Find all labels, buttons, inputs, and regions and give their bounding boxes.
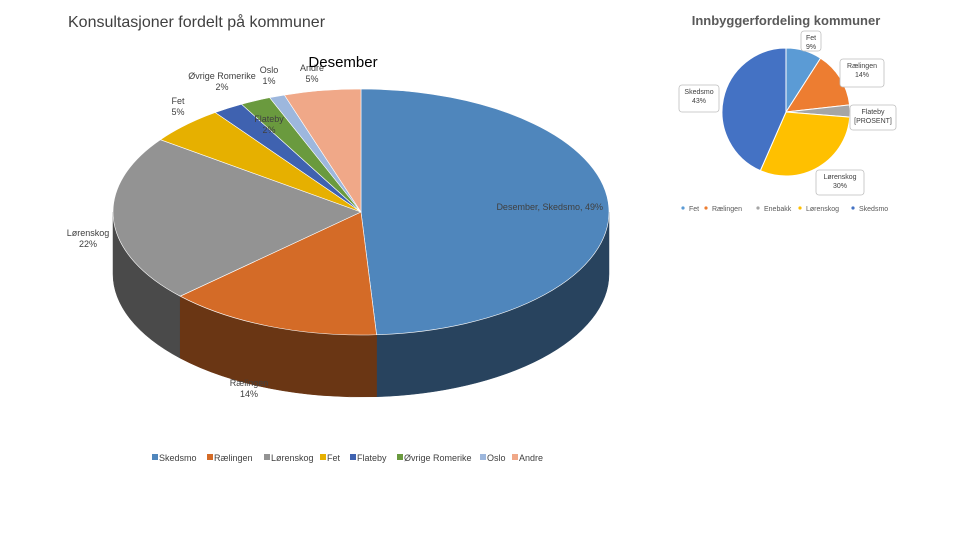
desember-chart-title: Desember <box>308 54 377 71</box>
legend-marker-skedsmo <box>851 206 855 210</box>
legend-label-raelingen: Rælingen <box>712 206 742 213</box>
legend-label-lorenskog: Lørenskog <box>271 453 314 463</box>
slice-raelingen <box>179 211 377 336</box>
data-label-enebakk: Flateby [PROSENT] <box>854 109 892 125</box>
data-label-box-raelingen <box>839 58 885 88</box>
legend-label-ovrige-romerike: Øvrige Romerike <box>404 453 472 463</box>
legend-swatch-raelingen <box>207 454 213 460</box>
desember-3d-pie <box>112 88 610 398</box>
legend-marker-enebakk <box>756 206 760 210</box>
legend-swatch-ovrige-romerike <box>397 454 403 460</box>
data-label-oslo: Oslo 1% <box>260 65 279 86</box>
right-chart-title: Innbyggerfordeling kommuner <box>691 13 881 28</box>
slice-lorenskog <box>112 139 362 297</box>
data-label-box-lorenskog <box>815 169 865 196</box>
legend-marker-fet <box>681 206 685 210</box>
data-label-skedsmo: Skedsmo 43% <box>684 89 713 105</box>
slice-skedsmo <box>360 88 610 336</box>
innbygger-legend: Fet Rælingen Enebakk Lørenskog Skedsmo <box>681 206 888 213</box>
legend-swatch-skedsmo <box>152 454 158 460</box>
innbygger-pie-labels: Fet 9% Rælingen 14% Flateby [PROSENT] Lørensko… <box>678 30 897 196</box>
slice-skedsmo <box>721 47 787 172</box>
data-label-raelingen: Rælingen 14% <box>847 63 877 79</box>
slice-andre <box>283 88 362 214</box>
legend-swatch-andre <box>512 454 518 460</box>
slide-title: Konsultasjoner fordelt på kommuner <box>68 14 326 31</box>
data-label-box-skedsmo <box>678 84 720 113</box>
legend-label-andre: Andre <box>519 453 543 463</box>
legend-label-fet: Fet <box>327 453 341 463</box>
legend-label-enebakk: Enebakk <box>764 206 792 213</box>
desember-pie-labels: Desember, Skedsmo, 49% Rælingen 14% Lørensk… <box>67 63 603 399</box>
legend-label-lorenskog: Lørenskog <box>806 206 839 213</box>
data-label-lorenskog: Lørenskog 30% <box>823 174 856 190</box>
data-label-flateby: Flateby 2% <box>254 114 284 135</box>
data-label-skedsmo: Desember, Skedsmo, 49% <box>496 202 603 212</box>
data-label-ovrige-romerike: Øvrige Romerike 2% <box>188 71 256 92</box>
legend-swatch-fet <box>320 454 326 460</box>
legend-swatch-flateby <box>350 454 356 460</box>
legend-marker-raelingen <box>704 206 708 210</box>
legend-swatch-oslo <box>480 454 486 460</box>
innbygger-pie <box>721 47 851 177</box>
data-label-fet: Fet 9% <box>806 35 816 51</box>
slice-lorenskog <box>759 111 851 177</box>
legend-marker-lorenskog <box>798 206 802 210</box>
legend-label-raelingen: Rælingen <box>214 453 253 463</box>
legend-label-skedsmo: Skedsmo <box>859 206 888 213</box>
legend-label-fet: Fet <box>689 206 699 213</box>
data-label-raelingen: Rælingen 14% <box>230 378 269 399</box>
data-label-fet: Fet 5% <box>171 96 185 117</box>
legend-label-skedsmo: Skedsmo <box>159 453 197 463</box>
legend-swatch-lorenskog <box>264 454 270 460</box>
data-label-box-enebakk <box>849 104 897 131</box>
data-label-box-fet <box>800 30 822 52</box>
legend-label-oslo: Oslo <box>487 453 506 463</box>
desember-legend: Skedsmo Rælingen Lørenskog Fet Flateby Øvrige… <box>152 453 543 463</box>
legend-label-flateby: Flateby <box>357 453 387 463</box>
data-label-andre: Andre 5% <box>300 63 324 84</box>
data-label-lorenskog: Lørenskog 22% <box>67 228 110 249</box>
